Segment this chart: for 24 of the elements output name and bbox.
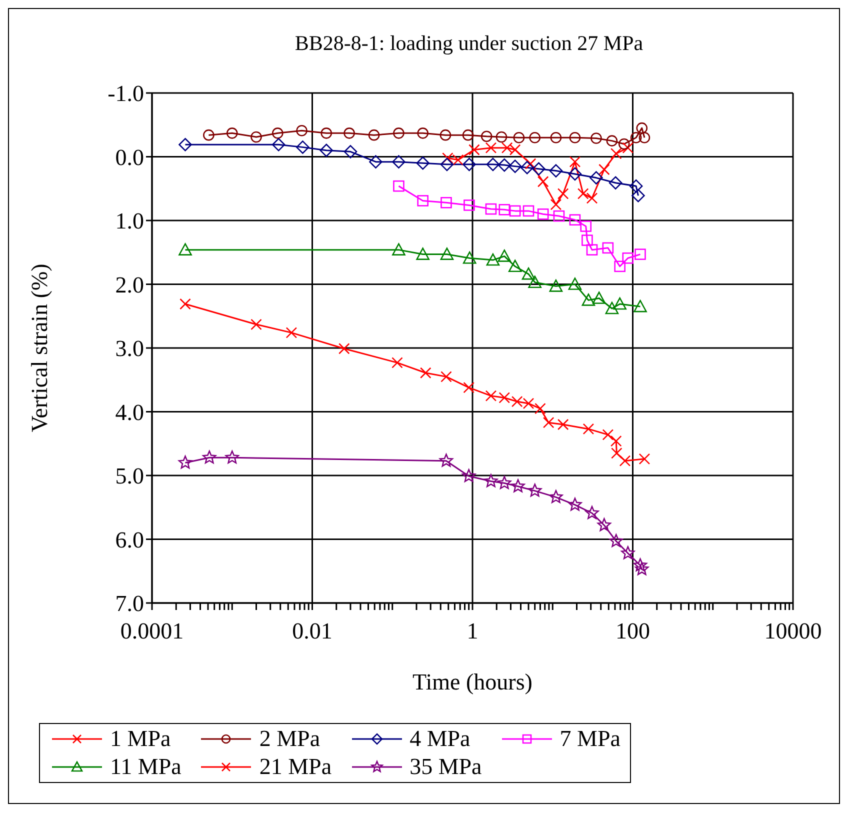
x-tick-label: 100 bbox=[616, 618, 650, 644]
y-tick-label: -1.0 bbox=[108, 81, 144, 106]
x-tick-label: 0.0001 bbox=[120, 618, 184, 644]
legend-label: 4 MPa bbox=[410, 726, 470, 752]
y-tick-label: 5.0 bbox=[115, 464, 144, 489]
x-tick-label: 1 bbox=[466, 618, 478, 644]
y-tick-label: 1.0 bbox=[115, 208, 144, 234]
legend-label: 7 MPa bbox=[560, 726, 620, 752]
legend-label: 11 MPa bbox=[110, 754, 182, 780]
y-axis-title: Vertical strain (%) bbox=[27, 264, 52, 432]
legend-label: 21 MPa bbox=[259, 754, 332, 780]
chart-title: BB28-8-1: loading under suction 27 MPa bbox=[294, 31, 644, 56]
x-axis-title: Time (hours) bbox=[412, 669, 532, 694]
y-tick-label: 3.0 bbox=[115, 336, 144, 362]
x-tick-label: 0.01 bbox=[292, 618, 332, 644]
y-tick-label: 4.0 bbox=[115, 400, 144, 425]
x-tick-label: 10000 bbox=[764, 618, 822, 644]
y-tick-label: 2.0 bbox=[115, 272, 144, 298]
legend-label: 35 MPa bbox=[410, 754, 482, 780]
y-tick-label: 7.0 bbox=[115, 591, 144, 616]
y-tick-label: 0.0 bbox=[115, 144, 144, 170]
y-tick-label: 6.0 bbox=[115, 527, 144, 552]
legend-label: 1 MPa bbox=[110, 726, 171, 752]
legend-label: 2 MPa bbox=[259, 726, 320, 752]
